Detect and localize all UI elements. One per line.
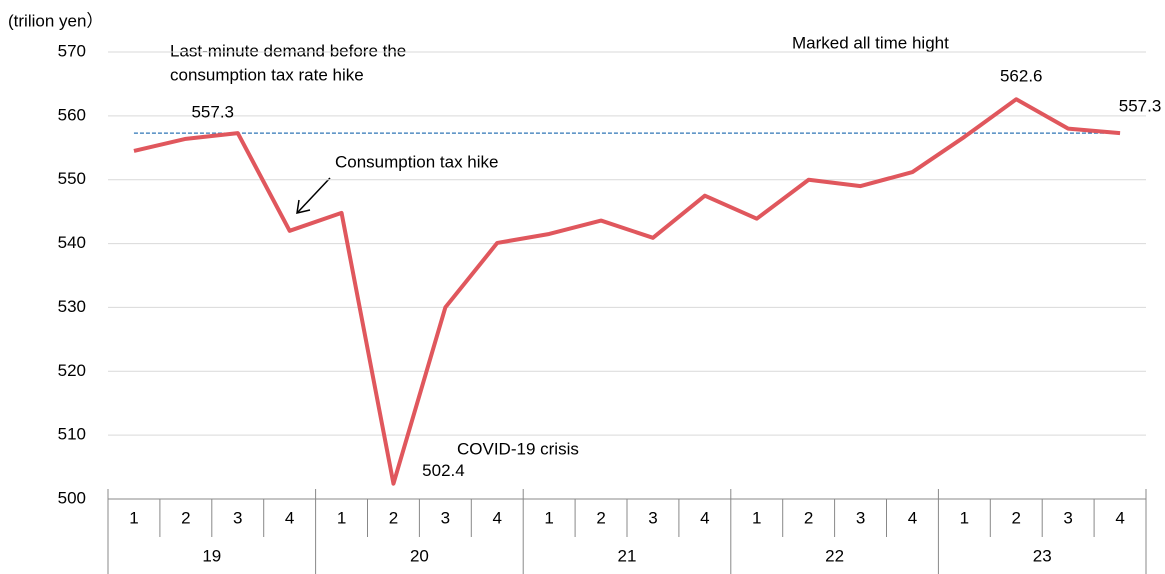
y-axis-label: (trilion yen） — [8, 11, 103, 30]
annotation: Consumption tax hike — [335, 152, 498, 171]
x-group-label: 23 — [1033, 546, 1052, 565]
x-tick-label: 2 — [389, 508, 398, 527]
x-tick-label: 4 — [700, 508, 709, 527]
x-tick-label: 4 — [1115, 508, 1124, 527]
annotation: COVID-19 crisis — [457, 439, 579, 458]
x-group-label: 21 — [618, 546, 637, 565]
data-label: 562.6 — [1000, 67, 1043, 86]
x-group-label: 20 — [410, 546, 429, 565]
data-label: 557.3 — [191, 103, 234, 122]
annotation: Last-minute demand before the — [170, 41, 406, 60]
x-tick-label: 2 — [1012, 508, 1021, 527]
x-tick-label: 2 — [181, 508, 190, 527]
y-tick-label: 520 — [58, 361, 86, 380]
y-tick-label: 510 — [58, 425, 86, 444]
x-tick-label: 1 — [752, 508, 761, 527]
x-tick-label: 4 — [493, 508, 502, 527]
x-tick-label: 4 — [285, 508, 294, 527]
x-tick-label: 3 — [648, 508, 657, 527]
y-tick-label: 560 — [58, 105, 86, 124]
x-tick-label: 1 — [337, 508, 346, 527]
x-tick-label: 1 — [960, 508, 969, 527]
x-tick-label: 3 — [441, 508, 450, 527]
y-tick-label: 500 — [58, 488, 86, 507]
x-tick-label: 2 — [804, 508, 813, 527]
x-group-label: 22 — [825, 546, 844, 565]
y-tick-label: 540 — [58, 233, 86, 252]
x-tick-label: 1 — [129, 508, 138, 527]
y-tick-label: 530 — [58, 297, 86, 316]
x-tick-label: 3 — [856, 508, 865, 527]
data-label: 502.4 — [422, 461, 465, 480]
arrow — [296, 177, 331, 214]
x-tick-label: 2 — [596, 508, 605, 527]
x-tick-label: 1 — [544, 508, 553, 527]
x-tick-label: 3 — [1063, 508, 1072, 527]
annotation: Marked all time hight — [792, 33, 949, 52]
data-label: 557.3 — [1119, 97, 1162, 116]
y-tick-label: 570 — [58, 41, 86, 60]
x-group-label: 19 — [202, 546, 221, 565]
x-tick-label: 3 — [233, 508, 242, 527]
y-tick-label: 550 — [58, 169, 86, 188]
annotation: consumption tax rate hike — [170, 65, 364, 84]
data-line — [133, 97, 1121, 486]
x-tick-label: 4 — [908, 508, 917, 527]
